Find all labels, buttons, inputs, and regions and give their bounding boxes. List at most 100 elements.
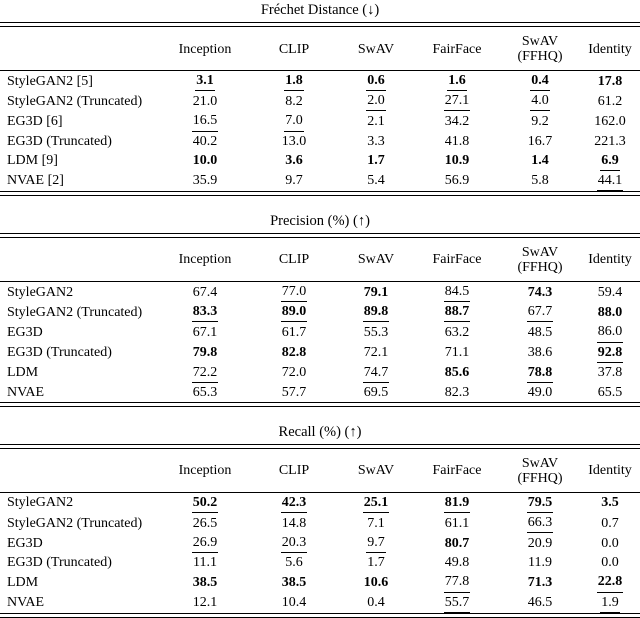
column-header-fairface: FairFace [432, 41, 482, 57]
value-cell: 61.2 [580, 91, 640, 111]
value-cell: 34.2 [414, 111, 500, 131]
metric-value: 72.0 [281, 365, 307, 381]
metric-value: 17.8 [597, 73, 623, 89]
value-cell: 41.8 [414, 132, 500, 151]
metric-value: 89.0 [280, 304, 308, 323]
value-cell: 2.1 [338, 111, 414, 131]
value-cell: 59.4 [580, 281, 640, 302]
table-row: StyleGAN2 50.2 42.3 25.1 81.9 79.5 3.5 [0, 492, 640, 514]
metric-value: 16.5 [191, 113, 219, 132]
column-header-fairface: FairFace [432, 463, 482, 479]
metric-value: 3.5 [601, 495, 619, 511]
value-cell: 0.0 [580, 533, 640, 553]
table-row: StyleGAN2 (Truncated) 26.5 14.8 7.1 61.1 66.3… [0, 513, 640, 534]
table-title: Precision (%) (↑) [270, 212, 370, 229]
value-cell: 1.6 [414, 71, 500, 92]
value-cell: 25.1 [338, 492, 414, 514]
column-header-fairface: FairFace [432, 252, 482, 268]
table-row: EG3D (Truncated) 40.2 13.0 3.3 41.8 16.7 221.3 [0, 132, 640, 151]
value-cell: 17.8 [580, 71, 640, 92]
metric-value: 65.5 [597, 384, 623, 400]
value-cell: 77.0 [250, 281, 338, 303]
metric-value: 10.0 [192, 153, 218, 169]
metric-value: 79.8 [192, 345, 218, 361]
value-cell: 61.1 [414, 513, 500, 533]
value-cell: 84.5 [414, 281, 500, 303]
metric-value: 16.7 [527, 133, 553, 149]
table-row: NVAE 65.3 57.7 69.5 82.3 49.0 65.5 [0, 383, 640, 402]
metric-value: 5.6 [285, 555, 303, 571]
value-cell: 81.9 [414, 492, 500, 514]
column-header-inception: Inception [178, 252, 232, 268]
metric-value: 74.3 [527, 284, 553, 300]
metric-value: 9.2 [531, 113, 549, 129]
metric-value: 89.8 [362, 304, 390, 323]
metric-value: 37.8 [597, 365, 623, 381]
metric-value: 88.0 [597, 304, 623, 320]
value-cell: 66.3 [500, 513, 580, 534]
value-cell: 10.0 [160, 151, 250, 171]
row-label: StyleGAN2 [5] [7, 73, 93, 89]
table-row: StyleGAN2 67.4 77.0 79.1 84.5 74.3 59.4 [0, 281, 640, 303]
value-cell: 0.4 [500, 71, 580, 92]
column-header-swav: SwAV [357, 41, 395, 57]
metric-value: 81.9 [443, 495, 471, 514]
metric-value: 14.8 [281, 515, 307, 531]
metric-value: 82.3 [444, 384, 470, 400]
column-header-identity: Identity [588, 252, 632, 268]
value-cell: 79.5 [500, 492, 580, 514]
value-cell: 72.1 [338, 343, 414, 363]
header-row: Inception CLIP SwAV FairFace SwAV (FFHQ) Ident… [0, 449, 640, 493]
value-cell: 5.4 [338, 171, 414, 191]
value-cell: 63.2 [414, 322, 500, 342]
rule-bottom [0, 612, 640, 618]
value-cell: 71.1 [414, 343, 500, 363]
metric-value: 9.7 [285, 173, 303, 189]
metric-value: 12.1 [192, 595, 218, 611]
value-cell: 27.1 [414, 91, 500, 112]
value-cell: 1.4 [500, 151, 580, 171]
metric-value: 77.0 [280, 284, 308, 303]
table-title: Recall (%) (↑) [278, 423, 362, 440]
value-cell: 22.8 [580, 572, 640, 593]
metric-value: 61.1 [444, 515, 470, 531]
column-header-clip: CLIP [278, 463, 310, 479]
row-label: StyleGAN2 [7, 495, 74, 511]
metric-value: 11.1 [193, 555, 217, 571]
value-cell: 67.7 [500, 302, 580, 323]
value-cell: 10.6 [338, 572, 414, 592]
value-cell: 3.1 [160, 71, 250, 92]
metric-value: 25.1 [362, 495, 390, 514]
metric-value: 67.7 [526, 304, 554, 323]
metric-value: 6.9 [600, 153, 620, 171]
rule-top [0, 443, 640, 449]
row-label-header [0, 449, 160, 493]
metric-value: 44.1 [596, 173, 624, 191]
row-label: LDM [7, 365, 39, 381]
table-row: EG3D 67.1 61.7 55.3 63.2 48.5 86.0 [0, 322, 640, 343]
metric-value: 72.2 [191, 365, 219, 383]
value-cell: 71.3 [500, 572, 580, 592]
value-cell: 35.9 [160, 171, 250, 191]
value-cell: 7.1 [338, 513, 414, 533]
value-cell: 20.3 [250, 533, 338, 554]
value-cell: 37.8 [580, 363, 640, 383]
metric-value: 2.1 [367, 113, 385, 129]
value-cell: 78.8 [500, 363, 580, 383]
value-cell: 9.7 [250, 171, 338, 191]
row-label: EG3D [6] [7, 113, 63, 129]
value-cell: 0.4 [338, 593, 414, 613]
row-label: NVAE [2] [7, 173, 64, 189]
value-cell: 48.5 [500, 322, 580, 342]
value-cell: 49.0 [500, 383, 580, 402]
table-recall: Recall (%) (↑) Inception CLIP SwAV FairFace… [0, 423, 640, 618]
metric-value: 2.0 [366, 93, 386, 112]
value-cell: 13.0 [250, 132, 338, 151]
value-cell: 9.7 [338, 533, 414, 554]
metric-value: 67.1 [192, 324, 218, 340]
value-cell: 77.8 [414, 572, 500, 593]
column-header-identity: Identity [588, 41, 632, 57]
value-cell: 6.9 [580, 151, 640, 171]
value-cell: 83.3 [160, 302, 250, 323]
metric-value: 63.2 [444, 324, 470, 340]
